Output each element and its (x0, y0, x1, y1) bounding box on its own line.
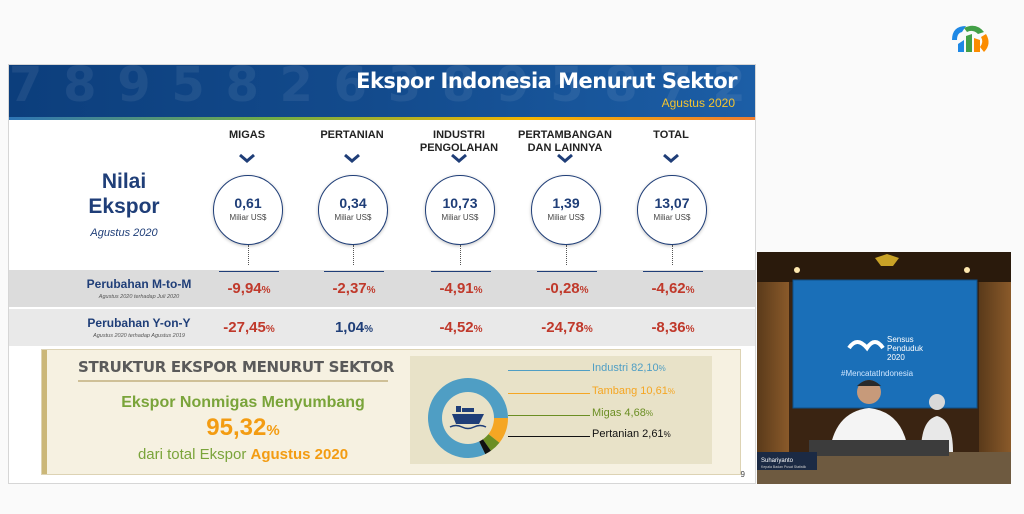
backdrop-line1: Sensus (887, 335, 914, 344)
mtom-value-pertambangan: -0,28% (545, 280, 589, 297)
color-stripe (9, 117, 755, 120)
connector-line (460, 245, 461, 265)
connector-line (248, 245, 249, 265)
speaker-nameplate: Suhariyanto (761, 458, 794, 464)
row-mtom-sub: Agustus 2020 terhadap Juli 2020 (98, 294, 180, 300)
legend-tambang: Tambang 10,61% (592, 385, 675, 397)
presentation-slide: 7 8 9 5 8 2 6 3 8 9 5 8 7 2 6 Ekspor Ind… (8, 64, 756, 484)
nonmigas-period: dari total Ekspor Agustus 2020 (137, 446, 349, 463)
row-yony-label: Perubahan Y-on-Y (87, 316, 191, 330)
value-circle-pertanian: 0,34 Miliar US$ (318, 175, 388, 245)
struktur-heading: STRUKTUR EKSPOR MENURUT SEKTOR (78, 358, 395, 376)
banner-decoration: 7 8 9 5 8 2 6 3 8 9 5 8 7 2 6 (9, 65, 755, 113)
legend-industri: Industri 82,10% (592, 362, 666, 374)
row-yony-sub: Agustus 2020 terhadap Agustus 2019 (93, 333, 185, 339)
divider (324, 271, 384, 272)
backdrop-line2: Penduduk (887, 344, 924, 353)
legend-migas: Migas 4,68% (592, 407, 653, 419)
struktur-ekspor-box: STRUKTUR EKSPOR MENURUT SEKTOR Ekspor No… (41, 349, 741, 475)
chevron-down-icon (557, 153, 573, 163)
value-circle-pertambangan: 1,39 Miliar US$ (531, 175, 601, 245)
chevron-down-icon (451, 153, 467, 163)
backdrop-hashtag: #MencatatIndonesia (841, 369, 914, 378)
connector-line (566, 245, 567, 265)
connector-line (353, 245, 354, 265)
mtom-value-migas: -9,94% (227, 280, 271, 297)
yony-value-pertambangan: -24,78% (541, 319, 593, 336)
row-yony: Perubahan Y-on-Y Agustus 2020 terhadap A… (9, 309, 755, 346)
legend-line-migas (508, 415, 590, 416)
value-circle-industri: 10,73 Miliar US$ (425, 175, 495, 245)
cargo-ship-icon (449, 406, 487, 430)
nilai-ekspor-label: Nilai Ekspor (88, 170, 160, 218)
heading-underline (78, 380, 388, 382)
mtom-value-industri: -4,91% (439, 280, 483, 297)
slide-subtitle: Agustus 2020 (661, 96, 735, 110)
legend-line-industri (508, 370, 590, 371)
value-circle-migas: 0,61 Miliar US$ (213, 175, 283, 245)
row-mtom: Perubahan M-to-M Agustus 2020 terhadap J… (9, 270, 755, 307)
yony-value-total: -8,36% (651, 319, 695, 336)
chevron-down-icon (663, 153, 679, 163)
column-header-industri: INDUSTRI PENGOLAHAN (419, 129, 499, 154)
value-circle-total: 13,07 Miliar US$ (637, 175, 707, 245)
divider (643, 271, 703, 272)
nonmigas-share: 95,32% (206, 414, 280, 441)
mtom-value-total: -4,62% (651, 280, 695, 297)
box-accent (42, 350, 47, 474)
mtom-value-pertanian: -2,37% (332, 280, 376, 297)
slide-header-banner: 7 8 9 5 8 2 6 3 8 9 5 8 7 2 6 Ekspor Ind… (9, 65, 755, 117)
slide-title: Ekspor Indonesia Menurut Sektor (356, 69, 737, 93)
yony-value-migas: -27,45% (223, 319, 275, 336)
yony-value-pertanian: 1,04% (334, 319, 374, 336)
divider (431, 271, 491, 272)
sector-donut-chart (428, 378, 508, 458)
backdrop-line3: 2020 (887, 353, 905, 362)
divider (537, 271, 597, 272)
row-mtom-label: Perubahan M-to-M (86, 277, 192, 291)
column-header-migas: MIGAS (228, 129, 266, 141)
webcam-video-feed: Sensus Penduduk 2020 #MencatatIndonesia … (757, 252, 1011, 484)
speaker-title: Kepala Badan Pusat Statistik (761, 465, 806, 469)
nonmigas-line: Ekspor Nonmigas Menyumbang (121, 394, 365, 411)
legend-pertanian: Pertanian 2,61% (592, 428, 671, 440)
nilai-ekspor-period: Agustus 2020 (90, 227, 158, 239)
connector-line (672, 245, 673, 265)
column-header-pertanian: PERTANIAN (320, 129, 384, 141)
column-header-total: TOTAL (653, 129, 689, 141)
chevron-down-icon (344, 153, 360, 163)
legend-line-tambang (508, 393, 590, 394)
legend-line-pertanian (508, 436, 590, 437)
column-header-pertambangan: PERTAMBANGAN DAN LAINNYA (518, 129, 612, 154)
yony-value-industri: -4,52% (439, 319, 483, 336)
bps-logo-icon (952, 25, 989, 52)
chevron-down-icon (239, 153, 255, 163)
divider (219, 271, 279, 272)
page-number: 9 (740, 470, 745, 479)
